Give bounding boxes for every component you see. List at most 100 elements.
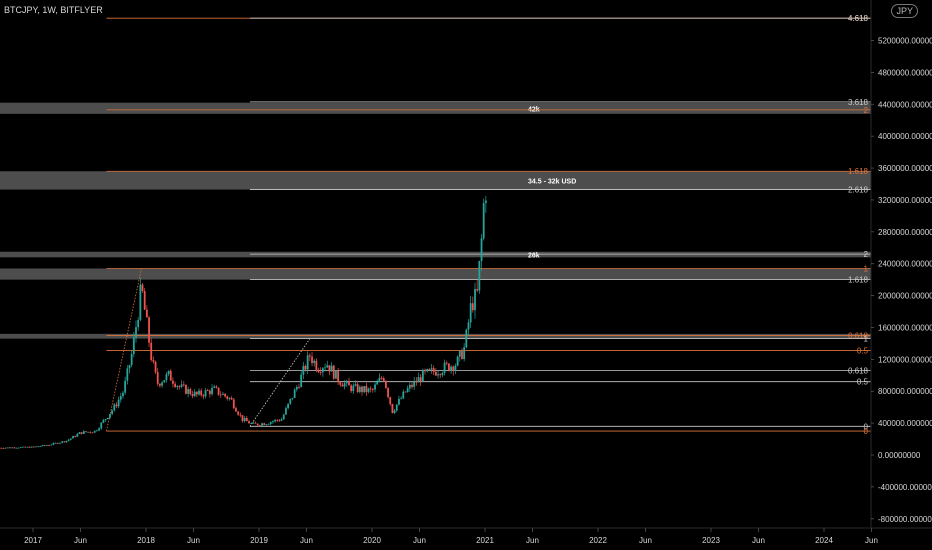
candle-body (448, 363, 450, 371)
candle-body (13, 447, 16, 449)
currency-button[interactable]: JPY (891, 4, 918, 18)
time-tick-label: Jun (187, 536, 200, 545)
price-scale[interactable]: 5200000.00000000 4800000.00000000 4400000.… (871, 37, 932, 524)
time-tick-label: 2018 (137, 536, 155, 545)
zone-band (0, 171, 871, 190)
candle-body (282, 414, 285, 420)
candle-body (441, 373, 444, 376)
candle-body (239, 414, 242, 416)
candle-body (328, 365, 331, 372)
time-tick-label: 2022 (589, 536, 607, 545)
time-tick-label: Jun (300, 536, 313, 545)
candle-body (148, 317, 150, 343)
candle-body (304, 366, 307, 370)
candle-body (163, 380, 166, 383)
candle-body (4, 447, 7, 449)
candle-body (308, 355, 311, 357)
candle-body (408, 384, 411, 389)
candle-body (228, 397, 231, 399)
candle-body (400, 398, 403, 400)
candle-body (111, 410, 113, 414)
candle-body (380, 377, 383, 379)
candle-body (80, 432, 83, 434)
candle-body (30, 446, 33, 448)
candle-body (484, 200, 487, 204)
candle-body (154, 361, 157, 373)
price-tick-label: 3600000.00000000 (878, 164, 932, 173)
candle-body (46, 445, 48, 446)
price-tick-label: 4800000.00000000 (878, 68, 932, 77)
candle-body (152, 359, 155, 362)
fib-levels-layer: 4.6184.6183.61821.6182.618211.6180.61810… (106, 14, 871, 436)
price-tick-label: 5200000.00000000 (878, 37, 932, 46)
candle-body (0, 447, 3, 449)
candle-body (428, 368, 431, 370)
candle-body (87, 431, 90, 433)
candle-body (378, 377, 381, 383)
candle-body (52, 443, 55, 445)
candle-body (456, 356, 459, 366)
candle-body (76, 434, 79, 437)
candle-body (41, 445, 44, 447)
candle-body (250, 423, 253, 424)
price-tick-label: 800000.00000000 (878, 387, 932, 396)
candle-body (376, 382, 379, 385)
candle-body (35, 446, 37, 448)
candle-body (452, 366, 455, 371)
candle-body (126, 368, 129, 381)
candle-body (476, 289, 479, 291)
candle-body (235, 408, 237, 412)
price-tick-label: 1200000.00000000 (878, 355, 932, 364)
candle-body (256, 423, 259, 426)
candle-body (311, 356, 313, 364)
candle-body (474, 289, 476, 311)
candle-body (82, 431, 85, 434)
candle-body (289, 398, 292, 404)
candle-body (122, 392, 124, 397)
time-tick-label: 2021 (476, 536, 494, 545)
candle-body (89, 431, 92, 433)
candle-body (267, 423, 270, 425)
fib-label: 2 (864, 106, 869, 115)
candle-body (252, 422, 255, 424)
candle-body (72, 436, 74, 439)
candle-body (439, 374, 442, 376)
candle-body (245, 418, 248, 422)
candle-body (172, 380, 174, 384)
candle-body (335, 370, 337, 379)
candle-body (348, 381, 350, 386)
candle-body (254, 422, 257, 424)
candle-body (117, 399, 120, 407)
candle-body (185, 384, 187, 394)
candle-body (180, 384, 183, 387)
price-tick-label: 4400000.00000000 (878, 100, 932, 109)
candle-body (43, 445, 46, 446)
candle-body (202, 395, 205, 397)
candle-body (161, 382, 163, 386)
candle-body (417, 377, 420, 383)
candle-body (63, 441, 66, 443)
candle-body (198, 390, 200, 395)
zone-label: 34.5 - 32k USD (528, 178, 576, 185)
candle-body (445, 362, 448, 364)
fib-trend-line (106, 268, 142, 432)
time-tick-label: Jun (865, 536, 878, 545)
candle-body (306, 355, 309, 370)
candle-body (48, 445, 50, 446)
time-tick-label: 2019 (250, 536, 268, 545)
candle-body (143, 291, 146, 310)
time-scale[interactable]: 2017 Jun 2018 Jun 2019 Jun 2020 Jun 2021 Jun 2022 J… (24, 528, 878, 545)
candle-body (437, 374, 439, 376)
price-tick-label: 400000.00000000 (878, 419, 932, 428)
fib-label: 2.618 (848, 186, 869, 195)
candle-body (191, 394, 194, 397)
candle-body (350, 385, 353, 392)
candle-body (39, 446, 42, 447)
candle-body (9, 447, 11, 449)
candle-body (382, 378, 385, 381)
candle-body (424, 369, 426, 372)
fib-label: 3.618 (848, 98, 869, 107)
candle-body (454, 365, 457, 371)
candle-body (61, 441, 64, 443)
